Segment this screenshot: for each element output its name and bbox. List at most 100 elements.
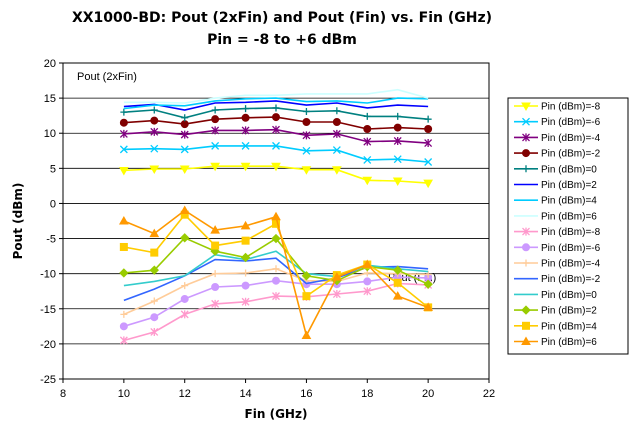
legend-label: Pin (dBm)=-6: [541, 243, 601, 254]
data-point: [149, 265, 159, 275]
chart-subtitle: Pin = -8 to +6 dBm: [207, 32, 357, 48]
data-point: [363, 112, 371, 120]
y-axis-label: Pout (dBm): [11, 183, 25, 260]
data-point: [272, 292, 280, 301]
data-point: [118, 166, 129, 176]
data-point: [271, 162, 281, 172]
data-point: [211, 106, 219, 114]
x-tick-label: 10: [118, 388, 130, 400]
legend-marker: [522, 227, 530, 236]
data-point: [240, 252, 251, 263]
series-1: [119, 141, 433, 166]
data-point: [241, 281, 250, 290]
data-point: [363, 137, 372, 146]
y-tick-label: -5: [46, 234, 56, 246]
data-point: [333, 107, 341, 115]
legend-marker: [521, 305, 531, 315]
data-point: [240, 162, 251, 172]
data-point: [394, 112, 402, 120]
data-point: [241, 297, 250, 306]
legend-item: Pin (dBm)=0: [514, 164, 597, 175]
data-point: [211, 115, 220, 124]
legend-label: Pin (dBm)=-2: [541, 149, 601, 160]
legend: Pin (dBm)=-8 Pin (dBm)=-6 Pin (dBm)=-4 Pin …: [514, 102, 601, 348]
data-point: [332, 146, 341, 155]
data-point: [302, 146, 311, 155]
x-axis: 8 10 12 14 16 18 20 22: [60, 379, 495, 400]
data-point: [180, 294, 189, 303]
x-tick-label: 18: [361, 388, 373, 400]
data-point: [362, 259, 373, 269]
series-5: [123, 100, 429, 111]
data-point: [149, 165, 160, 175]
data-point: [423, 179, 434, 189]
legend-item: Pin (dBm)=6: [514, 336, 597, 348]
legend-label: Pin (dBm)=2: [541, 306, 597, 317]
data-point: [272, 276, 280, 285]
data-point: [363, 155, 372, 164]
y-axis: -25 -20 -15 -10 -5 0 5 10 15 20: [40, 58, 63, 386]
legend-item: Pin (dBm)=-2: [514, 274, 601, 285]
data-point: [272, 219, 280, 228]
data-point: [392, 291, 403, 300]
data-point: [150, 313, 159, 322]
legend-label: Pin (dBm)=6: [541, 337, 597, 348]
data-point: [150, 127, 159, 136]
data-point: [211, 283, 220, 292]
series-line: [123, 88, 429, 104]
data-point: [301, 166, 312, 175]
data-point: [119, 129, 128, 138]
data-point: [180, 145, 189, 154]
data-point: [393, 136, 402, 145]
data-point: [211, 141, 220, 150]
data-point: [150, 297, 158, 305]
series-line: [123, 282, 429, 342]
data-point: [423, 279, 433, 289]
data-point: [180, 310, 189, 319]
data-point: [119, 118, 128, 127]
data-point: [211, 241, 220, 250]
y-tick-label: 10: [44, 128, 56, 140]
legend-item: Pin (dBm)=-6: [514, 243, 601, 254]
data-point: [150, 116, 159, 125]
series-12: [123, 250, 429, 287]
legend-label: Pin (dBm)=-2: [541, 274, 601, 285]
series-line: [123, 145, 429, 163]
data-point: [362, 176, 373, 186]
data-point: [302, 292, 311, 301]
legend-label: Pin (dBm)=-6: [541, 117, 601, 128]
series-7: [123, 88, 429, 104]
data-point: [211, 299, 220, 308]
legend-marker: [521, 102, 531, 112]
y-tick-label: -20: [40, 339, 56, 351]
data-point: [179, 165, 190, 175]
legend-label: Pin (dBm)=-4: [541, 133, 601, 144]
legend-item: Pin (dBm)=-8: [514, 227, 601, 238]
data-point: [363, 287, 372, 296]
legend-item: Pin (dBm)=2: [514, 305, 597, 317]
data-point: [210, 162, 221, 172]
data-point: [119, 336, 128, 345]
legend-item: Pin (dBm)=-4: [514, 259, 601, 270]
data-point: [302, 131, 311, 140]
data-point: [272, 265, 280, 273]
x-tick-label: 16: [300, 388, 312, 400]
data-point: [271, 233, 281, 244]
legend-marker: [522, 133, 530, 142]
data-point: [211, 126, 220, 135]
data-point: [393, 155, 402, 164]
legend-marker: [521, 336, 531, 345]
legend-item: Pin (dBm)=4: [514, 196, 597, 207]
x-tick-label: 20: [422, 388, 434, 400]
data-point: [393, 278, 402, 287]
plot-area: [62, 62, 490, 380]
data-point: [241, 236, 250, 245]
legend-label: Pin (dBm)=2: [541, 180, 597, 191]
data-point: [301, 271, 312, 281]
data-point: [302, 117, 311, 126]
data-point: [181, 282, 189, 290]
x-tick-label: 22: [483, 388, 495, 400]
y-tick-label: -10: [40, 269, 56, 281]
x-axis-label: Fin (GHz): [245, 407, 308, 421]
series-0: [118, 162, 434, 189]
